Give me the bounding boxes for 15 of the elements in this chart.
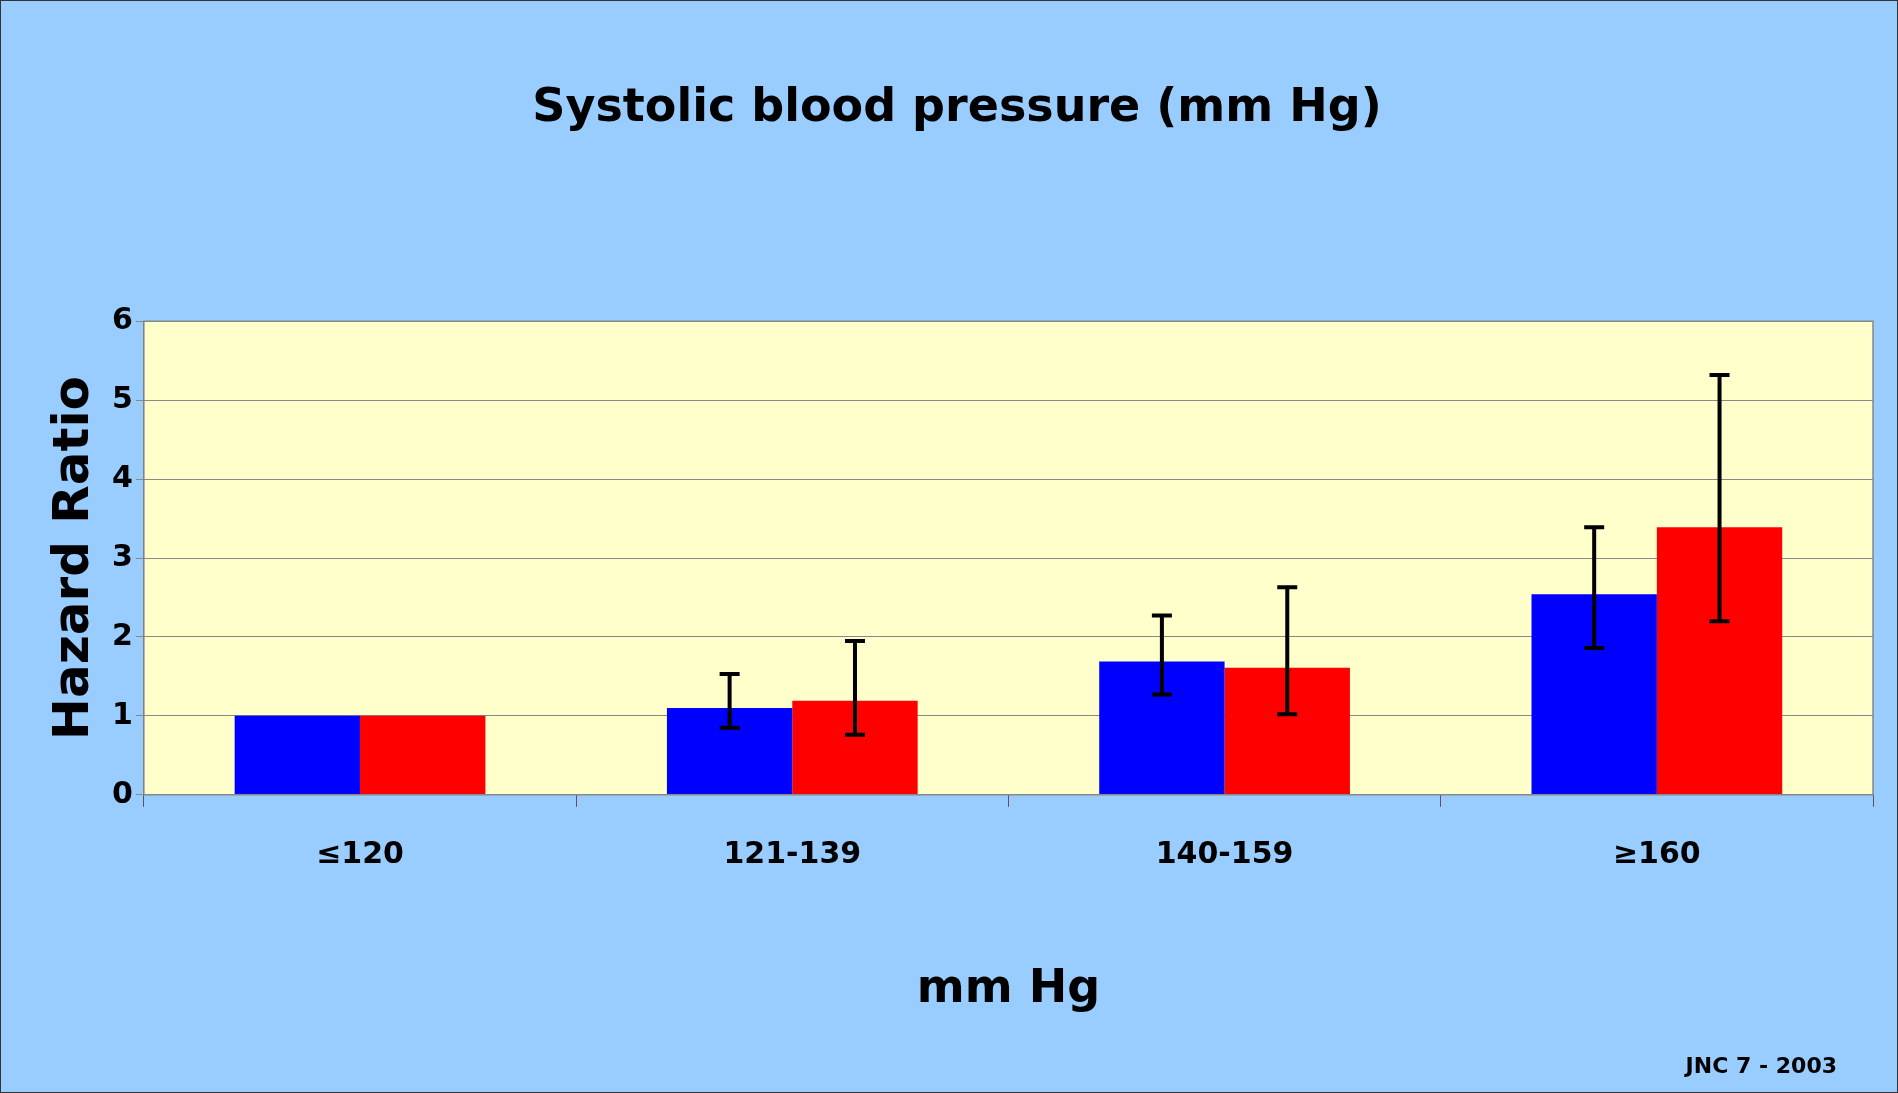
x-tick-label: 140-159 [1155,834,1294,870]
y-tick-label: 0 [112,774,133,810]
y-tick-label: 1 [112,695,133,731]
x-axis-title: mm Hg [916,959,1101,1014]
y-tick-label: 4 [112,458,133,494]
y-tick-label: 5 [112,379,133,415]
text: JNC 7 - 2003 [1685,1053,1837,1078]
y-axis-title: Hazard Ratio [41,376,100,740]
y-tick-label: 6 [112,301,133,336]
x-tick-label: 121-139 [723,834,862,870]
y-tick-label: 2 [112,616,133,652]
chart-title: Systolic blood pressure (mm Hg) [532,77,1382,132]
x-tick-label: ≥160 [1612,834,1701,870]
y-tick-label: 3 [112,537,133,573]
x-tick-label: ≤120 [316,834,404,870]
